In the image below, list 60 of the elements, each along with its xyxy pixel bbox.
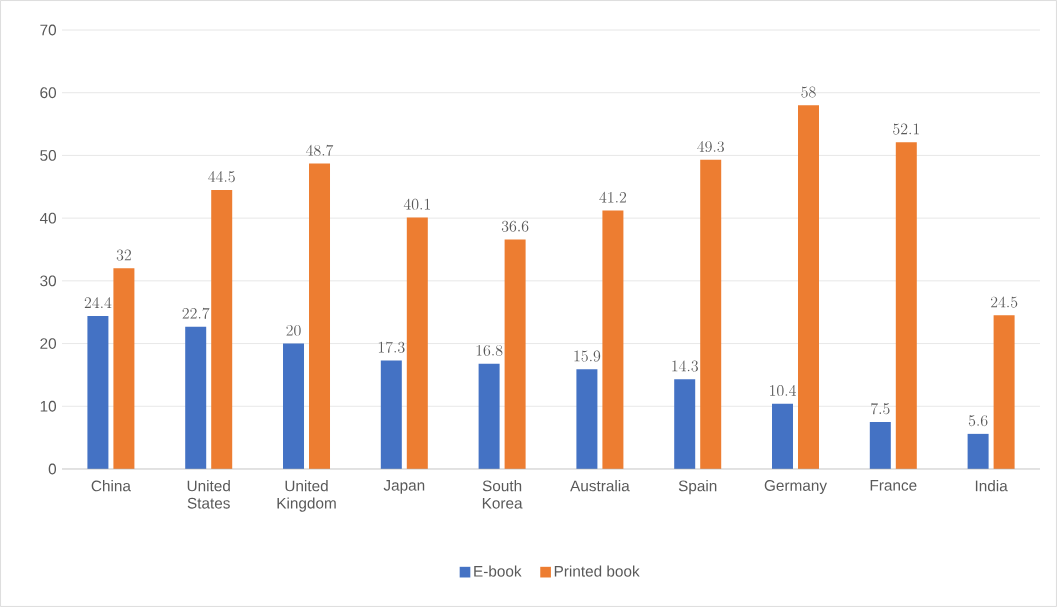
bar — [478, 363, 500, 469]
data-label: 49.3 — [697, 140, 724, 153]
bar — [87, 315, 109, 469]
data-label: 14.3 — [672, 360, 698, 372]
bar — [798, 105, 819, 469]
data-label: 5.6 — [968, 415, 988, 427]
bar — [674, 379, 696, 469]
bar — [576, 369, 598, 469]
bar — [309, 163, 331, 469]
bar — [283, 343, 305, 469]
x-tick-label: Germany — [764, 480, 827, 494]
y-tick-label: 60 — [40, 87, 57, 99]
bar — [406, 217, 428, 469]
y-tick-label: 50 — [40, 150, 57, 161]
legend-label: Printed book — [554, 565, 640, 577]
bar — [380, 360, 402, 469]
y-tick-label: 10 — [40, 400, 57, 412]
data-label: 58 — [801, 86, 816, 98]
data-label: 10.4 — [770, 384, 796, 397]
bar — [504, 239, 526, 469]
bar — [967, 433, 989, 469]
data-label: 44.5 — [208, 171, 235, 183]
data-label: 7.5 — [871, 403, 890, 415]
bar — [185, 326, 207, 469]
bar — [993, 315, 1015, 469]
data-label: 36.6 — [501, 220, 529, 232]
data-label: 41 .2 — [599, 191, 627, 203]
x-tick-label: India — [975, 480, 1008, 492]
x-tick-label: United Kingdom — [277, 480, 336, 512]
bar — [772, 403, 794, 469]
data-label: 20 — [286, 324, 301, 336]
bar — [211, 189, 233, 469]
bar — [113, 268, 135, 469]
bar — [895, 142, 917, 469]
data-label: 48.7 — [306, 144, 334, 156]
data-label: 52. 1 — [893, 123, 919, 135]
legend-label: E-book — [474, 565, 522, 577]
y-tick-label: 20 — [40, 338, 57, 349]
y-tick-label: 0 — [48, 463, 57, 475]
x-tick-label: France — [870, 480, 917, 491]
data-label: 24.5 — [990, 296, 1018, 308]
x-tick-label: United States — [187, 480, 230, 509]
bar — [700, 159, 722, 469]
data-label: 17.3 — [378, 341, 405, 353]
x-tick-label: Spain — [678, 480, 717, 495]
bar — [602, 210, 624, 469]
x-tick-label: South Korea — [482, 480, 523, 509]
data-label: 40. 1 — [403, 198, 430, 210]
x-tick-label: China — [91, 480, 131, 492]
y-tick-label: 70 — [40, 24, 57, 36]
data-label: 16.8 — [476, 344, 503, 356]
data-label: 32 — [116, 249, 131, 261]
x-tick-label: Japan — [383, 480, 425, 494]
x-tick-label: Australia — [570, 480, 630, 492]
data-label: 22.7 — [182, 307, 210, 319]
data-label: 15.9 — [574, 350, 601, 362]
y-tick-label: 30 — [40, 275, 57, 287]
bar — [869, 421, 891, 469]
data-label: 24.4 — [84, 297, 112, 308]
y-tick-label: 40 — [39, 212, 57, 224]
